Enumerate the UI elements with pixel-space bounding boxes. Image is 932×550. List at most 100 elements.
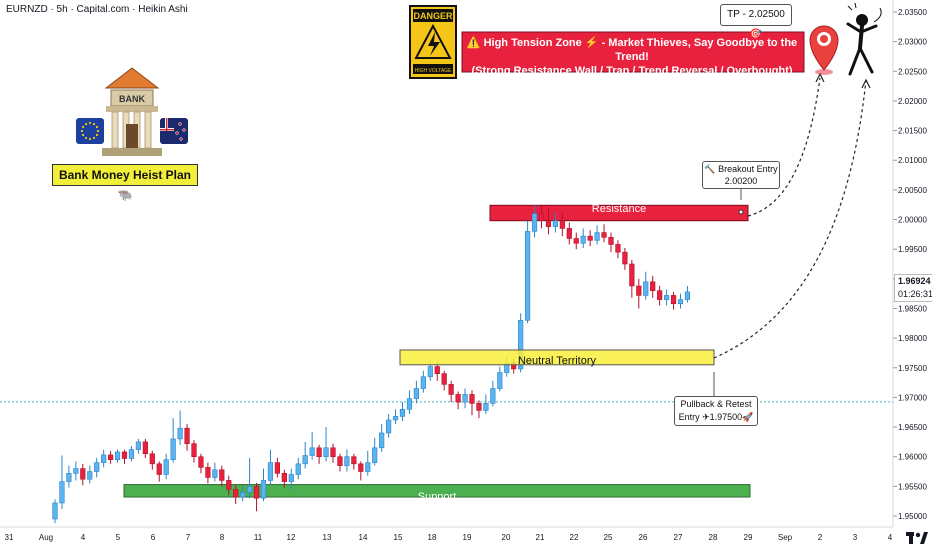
- candle-body: [358, 463, 364, 472]
- candle: [281, 469, 287, 488]
- candle-body: [170, 438, 176, 460]
- candle-body: [295, 463, 301, 475]
- x-tick-label: 4: [888, 533, 893, 542]
- candle: [684, 285, 691, 303]
- candle: [566, 222, 572, 245]
- candle-body: [156, 463, 162, 475]
- candle-body: [281, 473, 287, 482]
- tp-callout: TP - 2.02500🎯: [720, 4, 792, 40]
- x-tick-label: 19: [463, 533, 472, 542]
- candle-body: [469, 394, 475, 404]
- candle: [608, 232, 614, 253]
- candle-body: [670, 295, 677, 305]
- candle-body: [566, 228, 572, 239]
- candle: [406, 390, 413, 415]
- candle: [413, 380, 420, 404]
- candle: [323, 427, 329, 462]
- candle: [198, 453, 204, 474]
- candle-body: [441, 373, 447, 385]
- candle: [59, 455, 65, 509]
- x-tick-label: 8: [220, 533, 225, 542]
- candle-body: [650, 281, 656, 291]
- candle: [448, 380, 454, 403]
- candle: [587, 230, 593, 247]
- candle-body: [80, 468, 86, 480]
- candle-body: [101, 454, 107, 463]
- x-tick-label: 7: [186, 533, 191, 542]
- x-tick-label: 12: [287, 533, 296, 542]
- candle-body: [316, 447, 322, 458]
- candle: [135, 438, 142, 454]
- candle-body: [344, 456, 350, 466]
- x-tick-label: 20: [502, 533, 511, 542]
- candle-body: [580, 235, 586, 244]
- resistance-label: Resistance: [591, 203, 647, 215]
- x-tick-label: 27: [674, 533, 683, 542]
- bar-countdown: 01:26:31: [898, 289, 932, 299]
- high-tension-zone-box: [461, 31, 805, 73]
- x-tick-label: 21: [536, 533, 545, 542]
- candle: [128, 446, 135, 462]
- candle-body: [94, 462, 100, 472]
- candle-body: [379, 432, 385, 449]
- x-tick-label: 28: [709, 533, 718, 542]
- candle-body: [323, 447, 329, 458]
- candle-body: [434, 366, 440, 374]
- danger-sign-icon: DANGER HIGH VOLTAGE: [409, 5, 457, 79]
- candle-body: [233, 489, 239, 498]
- candle: [108, 450, 114, 464]
- bank-heist-plan-label: Bank Money Heist Plan 🐃: [52, 164, 198, 202]
- candle: [677, 293, 684, 309]
- candle-body: [629, 263, 635, 287]
- candle: [184, 424, 190, 451]
- candle: [559, 213, 565, 237]
- candle: [52, 499, 58, 524]
- y-tick-label: 2.00000: [898, 216, 927, 225]
- candle: [365, 450, 371, 476]
- candle-body: [427, 366, 433, 377]
- x-tick-label: 22: [570, 533, 579, 542]
- candle-body: [274, 462, 281, 474]
- candle: [205, 462, 211, 484]
- bank-sign-text: BANK: [119, 94, 145, 104]
- candle: [267, 449, 274, 486]
- y-tick-label: 1.95000: [898, 512, 927, 521]
- candle-body: [66, 473, 72, 482]
- candle-body: [497, 372, 503, 389]
- tradingview-logo-icon[interactable]: [906, 530, 928, 546]
- candle-body: [518, 320, 524, 370]
- candle-body: [260, 480, 267, 499]
- running-thief-icon: [846, 2, 882, 76]
- current-price-label: 1.96924: [898, 276, 931, 286]
- candle: [156, 461, 162, 482]
- candle: [337, 453, 343, 472]
- candle: [191, 440, 197, 463]
- candle-body: [538, 213, 545, 222]
- candle-body: [240, 491, 246, 498]
- breakout-to-tp-arrow: [747, 77, 821, 217]
- candle-body: [684, 291, 691, 300]
- candle: [316, 444, 322, 464]
- candle: [601, 224, 607, 243]
- candle-body: [406, 398, 413, 410]
- candle: [399, 402, 406, 422]
- candle: [114, 449, 121, 463]
- breakout-entry-price: 2.00200: [724, 176, 758, 186]
- x-tick-label: 5: [116, 533, 121, 542]
- candle-body: [52, 502, 58, 520]
- candle: [615, 240, 621, 259]
- y-tick-label: 2.02000: [898, 97, 927, 106]
- candle-body: [448, 384, 454, 395]
- candle: [274, 457, 281, 478]
- candle-body: [267, 462, 274, 481]
- current-price-marker: 1.96924 01:26:31: [894, 274, 932, 302]
- high-tension-warning: ⚠️ High Tension Zone ⚡ - Market Thieves,…: [462, 36, 802, 78]
- candle: [392, 409, 399, 425]
- neutral-territory-label: Neutral Territory: [517, 355, 597, 367]
- y-tick-label: 2.02500: [898, 67, 927, 76]
- candle-body: [253, 486, 260, 499]
- candle-body: [142, 441, 148, 455]
- candle: [636, 278, 642, 309]
- candle-body: [149, 453, 155, 465]
- candle-body: [608, 237, 614, 245]
